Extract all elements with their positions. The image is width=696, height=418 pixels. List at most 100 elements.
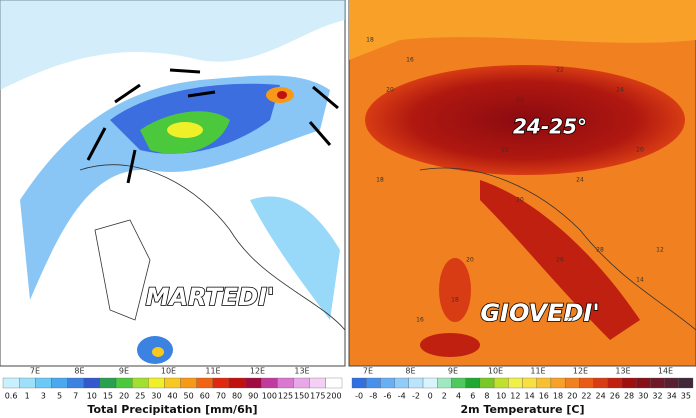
colorbar-cell — [394, 377, 409, 389]
colorbar-cell — [164, 377, 181, 389]
colorbar-cell — [522, 377, 537, 389]
colorbar-cell — [564, 377, 580, 389]
colorbar-cell — [261, 377, 278, 389]
colorbar-cell — [2, 377, 20, 389]
colorbar-label: 7 — [73, 392, 78, 401]
colorbar-label: 20 — [567, 392, 577, 401]
colorbar-label: 8 — [484, 392, 489, 401]
map-value: 26 — [556, 257, 564, 264]
longitude-label: 13E — [615, 367, 630, 376]
longitude-label: 13E — [294, 367, 309, 376]
longitude-label: 9E — [448, 367, 458, 376]
colorbar-label: 90 — [248, 392, 258, 401]
left-map — [0, 0, 346, 367]
map-value: 24 — [616, 87, 624, 94]
colorbar-label: 175 — [310, 392, 325, 401]
colorbar-cell — [325, 377, 343, 389]
map-value: 24 — [576, 177, 584, 184]
colorbar-cell — [131, 377, 149, 389]
map-value: 18 — [376, 177, 384, 184]
colorbar-cell — [99, 377, 117, 389]
colorbar-cell — [18, 377, 36, 389]
colorbar-title: Total Precipitation [mm/6h] — [87, 403, 257, 416]
longitude-label: 10E — [161, 367, 176, 376]
colorbar-cell — [621, 377, 637, 389]
map-value: 12 — [656, 247, 664, 254]
longitude-label: 12E — [573, 367, 588, 376]
colorbar-label: 80 — [232, 392, 242, 401]
colorbar-label: 26 — [610, 392, 620, 401]
colorbar-cell — [366, 377, 381, 389]
colorbar-cell — [309, 377, 327, 389]
colorbar-cell — [115, 377, 133, 389]
map-value: 20 — [466, 257, 474, 264]
map-value: 18 — [451, 297, 459, 304]
map-value: 22 — [556, 67, 564, 74]
colorbar-cell — [493, 377, 509, 389]
colorbar-label: 18 — [553, 392, 563, 401]
colorbar-label: 60 — [200, 392, 210, 401]
colorbar-label: 22 — [581, 392, 591, 401]
colorbar-label: 12 — [510, 392, 520, 401]
colorbar-label: 150 — [294, 392, 309, 401]
longitude-label: 12E — [250, 367, 265, 376]
right-map — [348, 0, 696, 367]
map-value: 16 — [406, 57, 414, 64]
colorbar-cell — [35, 377, 52, 389]
colorbar-cell — [508, 377, 523, 389]
colorbar-cell — [67, 377, 84, 389]
colorbar-cell — [422, 377, 438, 389]
colorbar-cell — [51, 377, 68, 389]
colorbar-label: -6 — [384, 392, 392, 401]
colorbar-label: 4 — [456, 392, 461, 401]
colorbar-label: 40 — [167, 392, 177, 401]
colorbar-label: 125 — [278, 392, 293, 401]
colorbar-cell — [607, 377, 623, 389]
longitude-label: 7E — [30, 367, 40, 376]
colorbar-cell — [451, 377, 466, 389]
map-value: 16 — [416, 317, 424, 324]
colorbar-cell — [437, 377, 452, 389]
colorbar-label: 0 — [428, 392, 433, 401]
colorbar-label: 32 — [652, 392, 662, 401]
colorbar-label: 24 — [596, 392, 606, 401]
colorbar-label: 2 — [442, 392, 447, 401]
colorbar-label: 6 — [470, 392, 475, 401]
map-value: 20 — [516, 197, 524, 204]
colorbar-label: 10 — [87, 392, 97, 401]
colorbar-cell — [244, 377, 262, 389]
map-value: 22 — [516, 97, 524, 104]
colorbar-label: 34 — [667, 392, 677, 401]
colorbar-cell — [479, 377, 495, 389]
colorbar-cell — [212, 377, 230, 389]
longitude-label: 8E — [405, 367, 415, 376]
colorbar-label: 30 — [151, 392, 161, 401]
map-value: 18 — [366, 37, 374, 44]
colorbar-label: 10 — [496, 392, 506, 401]
colorbar-cell — [83, 377, 101, 389]
longitude-label: 7E — [363, 367, 373, 376]
colorbar-label: 15 — [103, 392, 113, 401]
longitude-label: 11E — [530, 367, 545, 376]
colorbar-label: -0 — [355, 392, 363, 401]
map-value: 28 — [596, 247, 604, 254]
colorbar-cell — [536, 377, 552, 389]
colorbar-label: 20 — [119, 392, 129, 401]
colorbar-label: 28 — [624, 392, 634, 401]
colorbar-label: -4 — [398, 392, 406, 401]
colorbar-cell — [180, 377, 197, 389]
colorbar-cell — [380, 377, 395, 389]
longitude-label: 9E — [119, 367, 129, 376]
colorbar-cell — [636, 377, 651, 389]
longitude-label: 10E — [488, 367, 503, 376]
colorbar-label: 3 — [41, 392, 46, 401]
colorbar-cell — [579, 377, 594, 389]
colorbar-cell — [550, 377, 566, 389]
colorbar-title: 2m Temperature [C] — [460, 403, 584, 416]
colorbar-cell — [664, 377, 679, 389]
longitude-label: 8E — [74, 367, 84, 376]
temperature-annotation: 24-25° — [513, 115, 587, 139]
colorbar-label: 25 — [135, 392, 145, 401]
